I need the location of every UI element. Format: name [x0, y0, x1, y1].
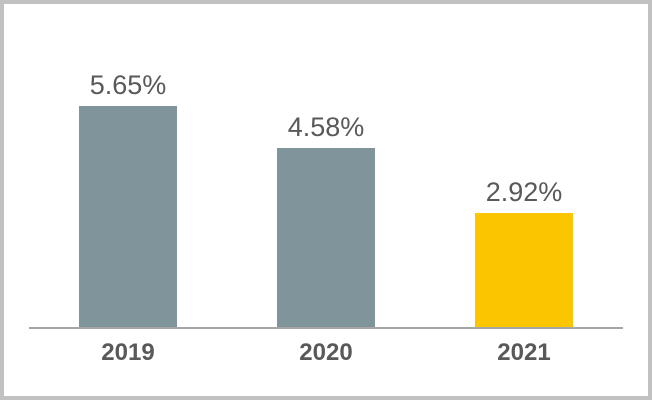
bar-2020	[277, 148, 375, 327]
x-axis-line	[29, 327, 623, 329]
bar-group-2021: 2.92%	[425, 4, 623, 327]
bar-value-label-2019: 5.65%	[89, 70, 167, 100]
bar-value-label-2021: 2.92%	[485, 177, 563, 207]
x-axis-labels: 2019 2020 2021	[29, 341, 623, 365]
x-axis-label-2021: 2021	[497, 339, 551, 366]
bar-chart-plot-area: 5.65% 4.58% 2.92%	[29, 4, 623, 327]
bar-value-label-2020: 4.58%	[287, 112, 365, 142]
bar-group-2020: 4.58%	[227, 4, 425, 327]
bar-2019	[79, 106, 177, 327]
x-axis-label-2019: 2019	[101, 339, 155, 366]
bar-2021	[475, 213, 573, 327]
bar-group-2019: 5.65%	[29, 4, 227, 327]
x-axis-label-2020: 2020	[299, 339, 353, 366]
